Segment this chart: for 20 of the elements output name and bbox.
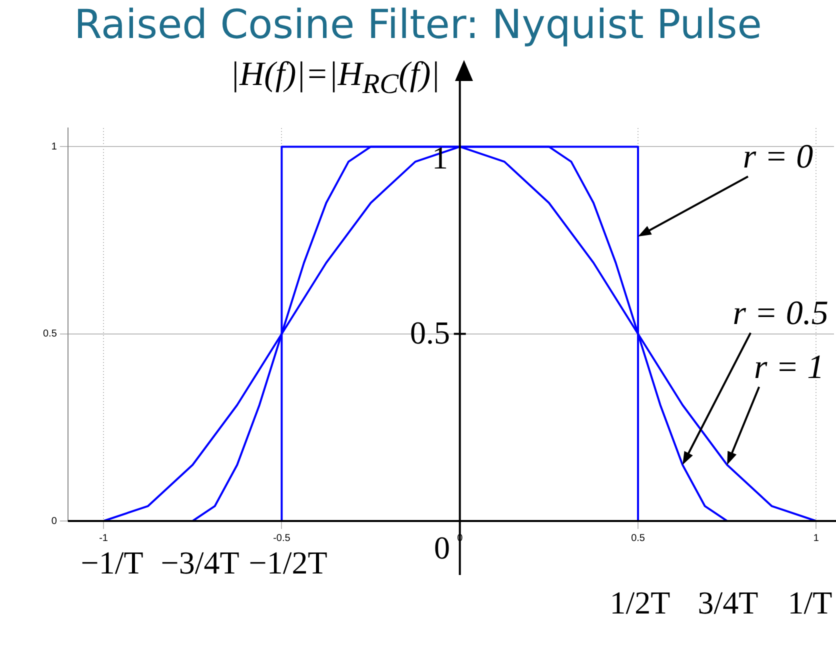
text: −1/2T xyxy=(248,544,328,580)
annotation: r = 0 xyxy=(742,138,814,176)
text: −3/4T xyxy=(160,544,240,580)
text: 1/2T xyxy=(610,584,671,620)
text: 1/T xyxy=(788,584,833,620)
x-tick-label: 1 xyxy=(813,532,820,544)
text: 0 xyxy=(434,529,450,566)
annotation: 0.5 xyxy=(410,314,450,350)
annotation: r = 0.5 xyxy=(732,294,828,332)
y-axis-title: |H(f)|=|H$_{RC}$(f)| xyxy=(229,56,440,101)
chart-title: Raised Cosine Filter: Nyquist Pulse xyxy=(73,2,763,48)
text: −1/T xyxy=(80,544,144,580)
x-tick-label: 0.5 xyxy=(631,532,646,544)
y-tick-label: 0.5 xyxy=(42,328,58,340)
x-tick-label: -1 xyxy=(99,532,108,544)
y-tick-label: 1 xyxy=(51,141,58,152)
text: 3/4T xyxy=(698,584,759,620)
x-tick-label: -0.5 xyxy=(273,532,291,544)
y-tick-label: 0 xyxy=(51,516,58,527)
annotation: r = 1 xyxy=(754,348,824,386)
